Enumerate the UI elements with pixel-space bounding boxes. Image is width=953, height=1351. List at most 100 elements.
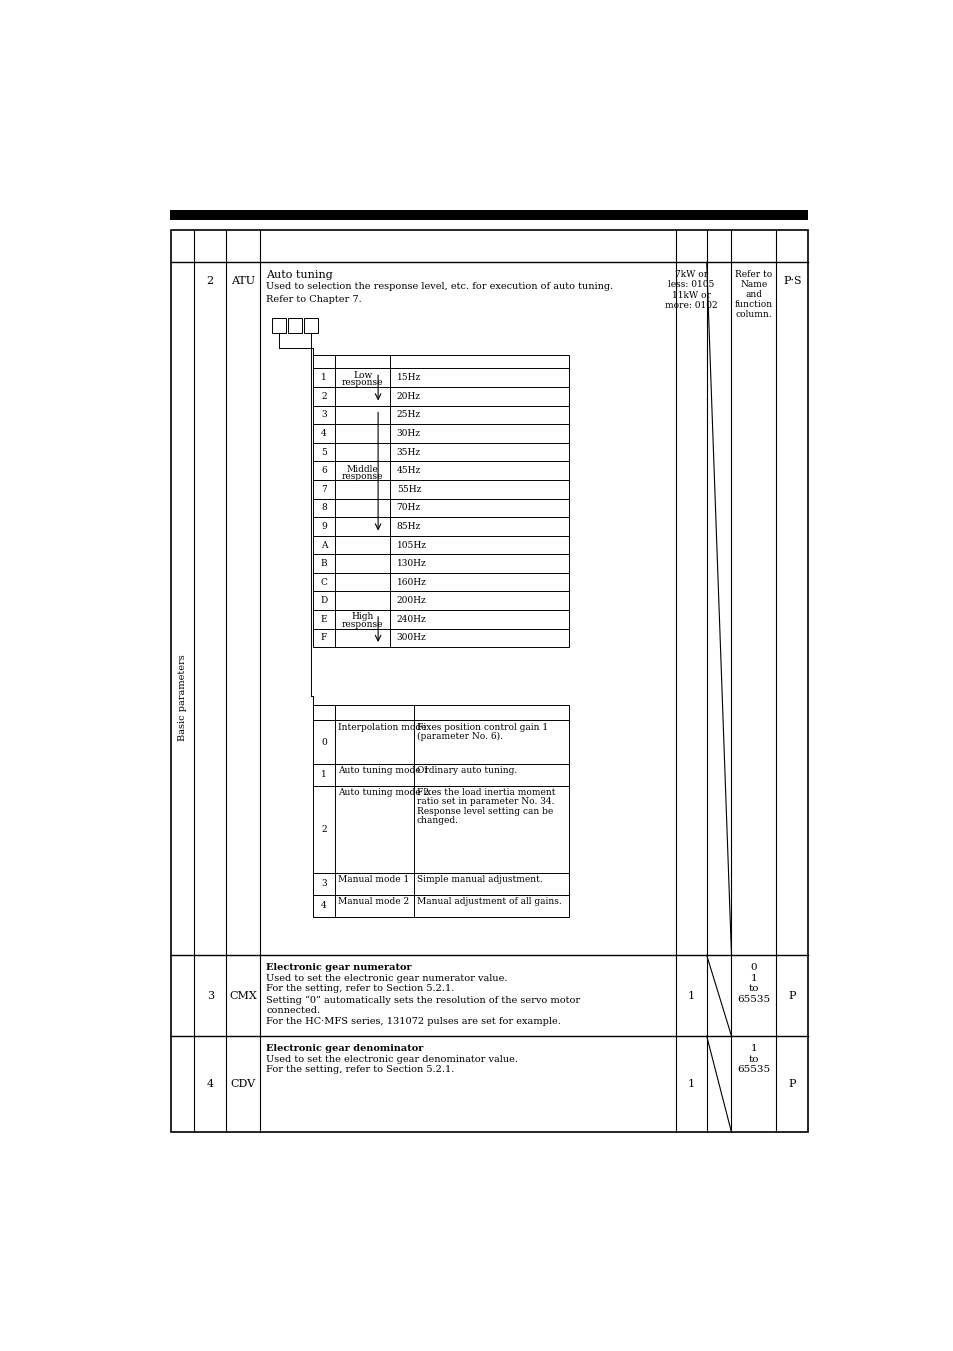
Text: 1: 1 — [687, 990, 694, 1001]
Text: Response level setting can be: Response level setting can be — [416, 807, 553, 816]
Text: Refer to Chapter 7.: Refer to Chapter 7. — [266, 295, 362, 304]
Text: For the HC·MFS series, 131072 pulses are set for example.: For the HC·MFS series, 131072 pulses are… — [266, 1017, 560, 1025]
Text: (parameter No. 6).: (parameter No. 6). — [416, 732, 502, 742]
Text: Ordinary auto tuning.: Ordinary auto tuning. — [416, 766, 517, 775]
Text: 8: 8 — [320, 504, 326, 512]
Text: 9: 9 — [320, 521, 326, 531]
Text: 160Hz: 160Hz — [396, 578, 426, 586]
Text: CMX: CMX — [229, 990, 257, 1001]
Text: 0: 0 — [750, 963, 757, 971]
Text: Simple manual adjustment.: Simple manual adjustment. — [416, 875, 542, 885]
Text: Electronic gear denominator: Electronic gear denominator — [266, 1044, 423, 1052]
Text: 3: 3 — [321, 411, 326, 419]
Text: changed.: changed. — [416, 816, 458, 825]
Text: 45Hz: 45Hz — [396, 466, 420, 476]
Text: 130Hz: 130Hz — [396, 559, 426, 569]
Bar — [313, 354, 568, 647]
Text: P: P — [788, 990, 795, 1001]
Text: Basic parameters: Basic parameters — [178, 654, 187, 740]
Text: 3: 3 — [207, 990, 213, 1001]
Text: 7kW or: 7kW or — [674, 270, 707, 278]
Text: 1: 1 — [320, 770, 326, 780]
Text: function: function — [734, 300, 772, 309]
Text: E: E — [320, 615, 327, 624]
Text: Interpolation mode: Interpolation mode — [337, 723, 426, 732]
Text: 4: 4 — [320, 901, 326, 911]
Text: Manual mode 2: Manual mode 2 — [337, 897, 409, 907]
Text: 300Hz: 300Hz — [396, 634, 426, 643]
Text: Low: Low — [353, 370, 372, 380]
Text: response: response — [341, 620, 383, 630]
Text: For the setting, refer to Section 5.2.1.: For the setting, refer to Section 5.2.1. — [266, 985, 455, 993]
Text: 5: 5 — [320, 447, 327, 457]
Text: 2: 2 — [207, 276, 213, 286]
Text: 25Hz: 25Hz — [396, 411, 420, 419]
Text: P·S: P·S — [782, 276, 801, 286]
Bar — [288, 317, 302, 334]
Text: to: to — [748, 985, 759, 993]
Text: C: C — [320, 578, 327, 586]
Text: ATU: ATU — [231, 276, 255, 286]
Text: 7: 7 — [320, 485, 326, 493]
Text: to: to — [748, 1055, 759, 1063]
Text: response: response — [341, 473, 383, 481]
Text: Auto tuning mode 2: Auto tuning mode 2 — [337, 788, 429, 797]
Text: P: P — [788, 1079, 795, 1089]
Text: Auto tuning mode 1: Auto tuning mode 1 — [337, 766, 429, 775]
Bar — [170, 209, 807, 220]
Text: 200Hz: 200Hz — [396, 596, 426, 605]
Text: 1: 1 — [687, 1079, 694, 1089]
Text: 55Hz: 55Hz — [396, 485, 420, 493]
Text: Middle: Middle — [346, 465, 378, 473]
Text: ratio set in parameter No. 34.: ratio set in parameter No. 34. — [416, 797, 554, 807]
Text: 30Hz: 30Hz — [396, 430, 420, 438]
Text: 11kW or: 11kW or — [671, 290, 710, 300]
Text: 105Hz: 105Hz — [396, 540, 426, 550]
Bar — [304, 317, 318, 334]
Text: For the setting, refer to Section 5.2.1.: For the setting, refer to Section 5.2.1. — [266, 1066, 455, 1074]
Text: column.: column. — [735, 309, 772, 319]
Text: Fixes position control gain 1: Fixes position control gain 1 — [416, 723, 547, 732]
Text: F: F — [320, 634, 327, 643]
Text: Electronic gear numerator: Electronic gear numerator — [266, 963, 412, 971]
Text: 15Hz: 15Hz — [396, 373, 420, 382]
Text: Name: Name — [740, 280, 767, 289]
Text: High: High — [351, 612, 374, 621]
Text: more: 0102: more: 0102 — [664, 301, 717, 309]
Text: CDV: CDV — [231, 1079, 255, 1089]
Text: less: 0105: less: 0105 — [667, 280, 714, 289]
Text: 3: 3 — [321, 880, 326, 889]
Text: D: D — [320, 596, 327, 605]
Text: 1: 1 — [750, 974, 757, 982]
Text: 65535: 65535 — [737, 996, 770, 1004]
Text: 4: 4 — [320, 430, 326, 438]
Text: Used to set the electronic gear denominator value.: Used to set the electronic gear denomina… — [266, 1055, 518, 1063]
Text: Used to set the electronic gear numerator value.: Used to set the electronic gear numerato… — [266, 974, 507, 982]
Bar — [313, 705, 568, 917]
Text: 35Hz: 35Hz — [396, 447, 420, 457]
Text: Fixes the load inertia moment: Fixes the load inertia moment — [416, 788, 555, 797]
Text: 65535: 65535 — [737, 1066, 770, 1074]
Text: Used to selection the response level, etc. for execution of auto tuning.: Used to selection the response level, et… — [266, 282, 613, 292]
Text: and: and — [744, 290, 761, 299]
Text: 1: 1 — [320, 373, 326, 382]
Text: 70Hz: 70Hz — [396, 504, 420, 512]
Text: A: A — [320, 540, 327, 550]
Text: 6: 6 — [320, 466, 326, 476]
Text: 240Hz: 240Hz — [396, 615, 426, 624]
Text: Manual adjustment of all gains.: Manual adjustment of all gains. — [416, 897, 561, 907]
Bar — [272, 317, 286, 334]
Text: Setting “0” automatically sets the resolution of the servo motor: Setting “0” automatically sets the resol… — [266, 996, 580, 1005]
Text: connected.: connected. — [266, 1006, 320, 1015]
Text: Manual mode 1: Manual mode 1 — [337, 875, 409, 885]
Text: 4: 4 — [207, 1079, 213, 1089]
Text: response: response — [341, 378, 383, 388]
Text: B: B — [320, 559, 327, 569]
Text: 85Hz: 85Hz — [396, 521, 420, 531]
Text: 2: 2 — [321, 392, 326, 401]
Text: 0: 0 — [320, 738, 326, 747]
Bar — [171, 230, 807, 1132]
Text: 2: 2 — [321, 825, 326, 834]
Text: Auto tuning: Auto tuning — [266, 270, 333, 280]
Text: Refer to: Refer to — [735, 270, 772, 278]
